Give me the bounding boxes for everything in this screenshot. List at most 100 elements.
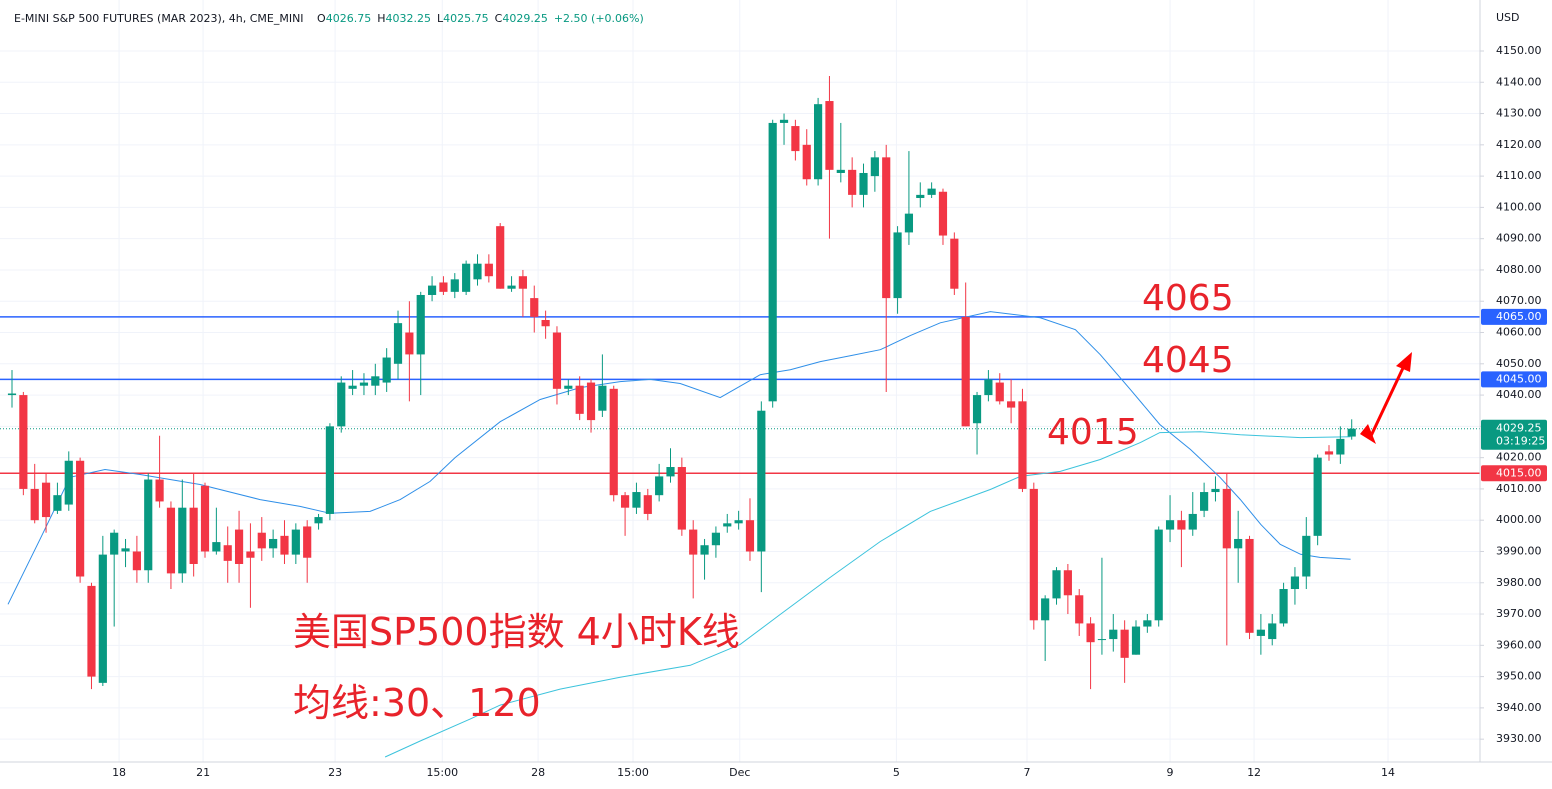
candle-body xyxy=(1075,595,1084,624)
candle-body xyxy=(484,263,493,277)
candle-body xyxy=(257,532,266,549)
candle-body xyxy=(359,382,369,386)
note-ma: 均线:30、120 xyxy=(293,681,541,725)
candle-body xyxy=(337,382,346,427)
legend-header: E-MINI S&P 500 FUTURES (MAR 2023), 4h, C… xyxy=(14,12,644,25)
candle-body xyxy=(1347,428,1356,437)
candle-body xyxy=(1052,570,1061,599)
candle-body xyxy=(927,188,936,195)
candle-body xyxy=(110,532,119,555)
candle-body xyxy=(825,101,834,170)
ohlc-key: C xyxy=(495,12,503,25)
x-tick-label: 12 xyxy=(1247,766,1261,779)
candle-body xyxy=(41,482,51,518)
moving-average xyxy=(7,311,1351,605)
x-tick-label: 5 xyxy=(893,766,900,779)
candle-body xyxy=(689,529,698,555)
candle-body xyxy=(779,119,789,123)
ohlc-key: L xyxy=(437,12,444,25)
candle-body xyxy=(121,548,130,552)
arrows xyxy=(1360,352,1412,444)
y-tick-label: 3940.00 xyxy=(1496,701,1542,714)
candle-body xyxy=(655,476,664,496)
candle-body xyxy=(1086,623,1095,643)
candle-body xyxy=(269,538,278,549)
ohlc-value: 4026.75 xyxy=(326,12,372,25)
candle-body xyxy=(1097,639,1107,641)
arrow-up xyxy=(1368,367,1405,439)
candle-body xyxy=(609,388,618,496)
y-tick-label: 4070.00 xyxy=(1496,294,1542,307)
candle-body xyxy=(598,385,607,411)
candle-body xyxy=(734,520,743,524)
candle-body xyxy=(575,385,584,414)
y-tick-label: 4000.00 xyxy=(1496,513,1542,526)
y-tick-label: 4040.00 xyxy=(1496,388,1542,401)
candle-body xyxy=(303,526,312,558)
symbol: E-MINI S&P 500 FUTURES (MAR 2023), 4h, C… xyxy=(14,12,304,25)
candle-body xyxy=(473,263,482,280)
last-price-label: 4029.25 xyxy=(1496,422,1542,435)
y-tick-label: 4090.00 xyxy=(1496,232,1542,245)
candle-body xyxy=(291,529,300,555)
candle-body xyxy=(530,298,539,317)
candle-body xyxy=(1177,520,1186,530)
x-tick-label: Dec xyxy=(729,766,750,779)
x-tick-label: 7 xyxy=(1023,766,1030,779)
candle-body xyxy=(496,226,505,289)
moving-average xyxy=(384,431,1351,758)
candle-body xyxy=(893,232,902,299)
candle-body xyxy=(223,545,232,561)
candle-body xyxy=(1200,492,1209,511)
candle-body xyxy=(462,263,471,292)
candle-body xyxy=(518,276,527,289)
candle-body xyxy=(1256,629,1265,636)
candle-body xyxy=(552,332,562,389)
candle-body xyxy=(757,410,766,552)
last-price-bg xyxy=(1481,419,1547,450)
candle-body xyxy=(859,172,868,195)
candle-body xyxy=(666,467,675,477)
candle-body xyxy=(836,169,845,173)
grid xyxy=(0,0,1480,762)
candle-body xyxy=(995,382,1004,402)
y-tick-label: 4020.00 xyxy=(1496,451,1542,464)
x-tick-label: 15:00 xyxy=(426,766,458,779)
candle-body xyxy=(450,279,459,292)
candle-body xyxy=(371,376,380,386)
candle-body xyxy=(541,320,550,327)
candle-body xyxy=(234,529,244,564)
candle-body xyxy=(144,479,153,571)
candle-body xyxy=(7,393,17,396)
y-tick-label: 4050.00 xyxy=(1496,357,1542,370)
x-tick-label: 21 xyxy=(196,766,210,779)
candle-body xyxy=(643,495,652,514)
candle-body xyxy=(938,191,948,236)
candle-body xyxy=(382,357,391,383)
candle-body xyxy=(427,285,437,295)
level-annotation: 4065 xyxy=(1142,278,1234,319)
candle-body xyxy=(848,169,857,195)
candle-body xyxy=(745,520,755,552)
ohlc-value: 4032.25 xyxy=(386,12,432,25)
candle-body xyxy=(961,316,970,427)
y-tick-label: 4140.00 xyxy=(1496,75,1542,88)
candle-body xyxy=(200,485,210,552)
x-tick-label: 9 xyxy=(1167,766,1174,779)
candle-body xyxy=(1007,401,1016,408)
candle-body xyxy=(1313,457,1322,536)
candle-body xyxy=(1211,488,1220,493)
candle-body xyxy=(564,385,573,389)
candle-body xyxy=(64,460,73,505)
x-tick-label: 18 xyxy=(112,766,126,779)
candle-body xyxy=(1290,576,1300,590)
change: +2.50 (+0.06%) xyxy=(554,12,644,25)
candle-body xyxy=(1222,488,1231,549)
candle-body xyxy=(212,542,221,552)
x-tick-label: 23 xyxy=(328,766,342,779)
candle-body xyxy=(280,535,289,555)
x-tick-label: 28 xyxy=(531,766,545,779)
candle-body xyxy=(1165,520,1175,530)
